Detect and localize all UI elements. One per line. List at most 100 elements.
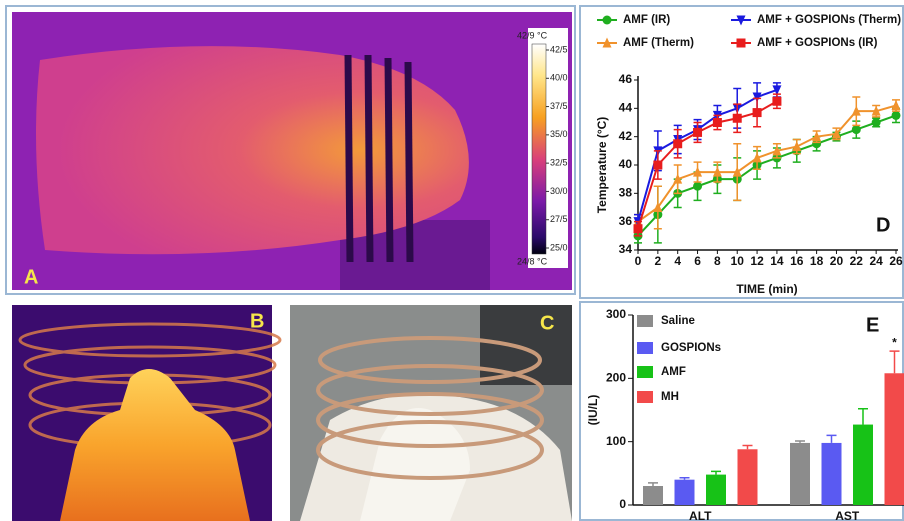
y-axis-title: (IU/L) [586, 395, 600, 426]
marker [732, 113, 742, 123]
x-tick-label: 2 [655, 254, 662, 268]
x-tick-label: 18 [810, 254, 824, 268]
marker [736, 15, 746, 26]
marker [633, 224, 643, 234]
marker [736, 38, 746, 48]
x-tick-label: 12 [750, 254, 764, 268]
colorbar-tick-label: 42/5 [550, 44, 568, 54]
legend-swatch [637, 315, 653, 327]
marker [693, 181, 703, 191]
marker [712, 166, 722, 177]
x-tick-label: 6 [694, 254, 701, 268]
error-bar [858, 407, 868, 425]
x-tick-label: 16 [790, 254, 804, 268]
marker [772, 96, 782, 106]
x-tick-label: 24 [869, 254, 883, 268]
legend-swatch [637, 366, 653, 378]
legend-label: Saline [661, 315, 695, 327]
marker [812, 131, 822, 142]
bar [884, 373, 904, 505]
annotation: * [892, 335, 897, 349]
bar [821, 442, 842, 505]
y-tick-label: 46 [619, 72, 633, 86]
colorbar-tick-label: 32/5 [550, 158, 568, 168]
marker [752, 108, 762, 118]
bar [706, 474, 726, 505]
bar [853, 424, 873, 505]
marker [891, 110, 901, 120]
x-axis-title: TIME (min) [736, 282, 797, 296]
marker [693, 127, 703, 137]
panel-label: D [876, 214, 890, 236]
x-tick-label: 26 [889, 254, 903, 268]
marker [653, 202, 663, 212]
y-tick-label: 42 [619, 129, 633, 143]
marker [871, 105, 881, 116]
marker [851, 105, 861, 116]
y-axis-title: Temperature (°C) [595, 117, 609, 214]
marker [693, 166, 703, 177]
marker [792, 141, 802, 152]
error-bar [648, 482, 658, 486]
bar [790, 442, 810, 505]
x-tick-label: 0 [635, 254, 642, 268]
legend-label: MH [661, 391, 679, 403]
panel-label: B [250, 310, 264, 332]
marker [871, 118, 881, 127]
marker [602, 15, 612, 25]
legend-swatch [637, 391, 653, 403]
x-tick-label: ALT [689, 509, 712, 521]
error-bar [826, 434, 837, 443]
y-tick-label: 40 [619, 157, 633, 171]
x-tick-label: 14 [770, 254, 784, 268]
marker [752, 92, 762, 103]
marker [812, 139, 822, 149]
bar [737, 449, 758, 505]
y-tick-label: 100 [606, 434, 626, 448]
error-bar [742, 444, 753, 450]
legend-label: AMF + GOSPIONs (Therm) [757, 14, 901, 26]
bar [643, 486, 663, 505]
panel-label: E [866, 314, 879, 336]
marker [831, 128, 841, 139]
legend-label: AMF (Therm) [623, 37, 694, 49]
colorbar-tick-label: 35/0 [550, 129, 568, 139]
colorbar-tick-label: 27/5 [550, 214, 568, 224]
thermal-image: B [12, 305, 282, 521]
panel-label: C [540, 312, 554, 334]
legend-swatch [637, 342, 653, 354]
frame [5, 5, 576, 295]
error-bar [889, 350, 900, 374]
error-bar [795, 440, 805, 443]
marker [602, 37, 612, 48]
colorbar-tick-label: 25/0 [550, 242, 568, 252]
legend-label: AMF + GOSPIONs (IR) [757, 37, 878, 49]
marker [772, 145, 782, 156]
y-tick-label: 0 [619, 497, 626, 511]
x-tick-label: AST [835, 509, 860, 521]
y-tick-label: 44 [619, 101, 633, 115]
legend-label: AMF (IR) [623, 14, 670, 26]
thermal-image: 42/9 °C 24/8 °C 42/5 40/0 37/5 35/0 32/5 30/0… [12, 12, 572, 290]
colorbar-tick-label: 37/5 [550, 101, 568, 111]
panel-label: A [24, 266, 38, 288]
colorbar-tick-label: 30/0 [550, 186, 568, 196]
marker [673, 139, 683, 149]
marker [891, 100, 901, 110]
marker [851, 125, 861, 135]
marker [772, 85, 782, 96]
colorbar-tick-label: 40/0 [550, 73, 568, 83]
y-tick-label: 200 [606, 371, 626, 385]
x-tick-label: 20 [830, 254, 844, 268]
y-tick-label: 34 [619, 242, 633, 256]
marker [712, 118, 722, 127]
marker [653, 160, 663, 170]
colorbar-max: 42/9 °C [517, 30, 548, 40]
bar-chart: 0 100 200 300 (IU/L) E ALT AST Saline GOSPIONs AMF… [586, 307, 904, 521]
y-tick-label: 36 [619, 214, 633, 228]
series-line [637, 104, 897, 223]
bar [674, 479, 695, 505]
x-tick-label: 8 [714, 254, 721, 268]
